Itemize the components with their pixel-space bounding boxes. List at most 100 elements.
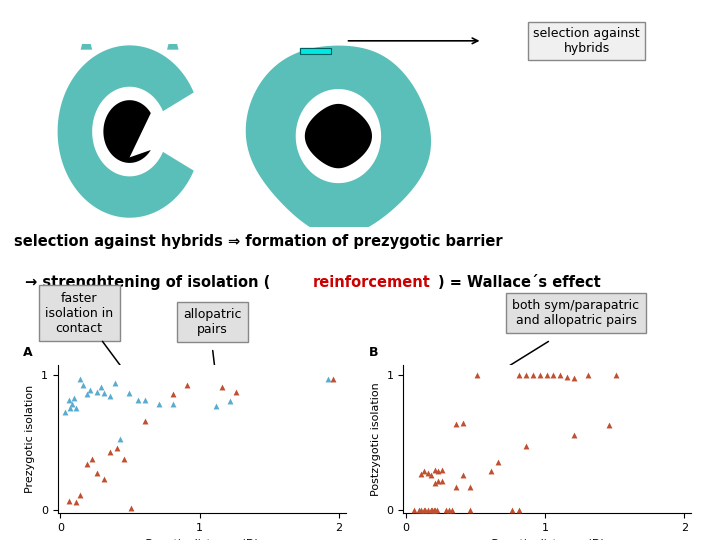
Point bbox=[70, 498, 81, 507]
Point bbox=[520, 441, 531, 450]
Point bbox=[464, 506, 476, 515]
Point bbox=[457, 418, 469, 427]
Point bbox=[418, 506, 430, 515]
Point bbox=[426, 506, 437, 515]
Polygon shape bbox=[104, 100, 150, 163]
Point bbox=[436, 465, 448, 474]
Point bbox=[123, 389, 135, 397]
Point bbox=[432, 476, 444, 485]
Point bbox=[582, 371, 594, 380]
Point bbox=[541, 371, 552, 380]
Point bbox=[520, 371, 531, 380]
Point bbox=[423, 506, 434, 515]
Point bbox=[216, 383, 228, 392]
Point bbox=[91, 468, 102, 477]
Point bbox=[66, 400, 77, 408]
Point bbox=[70, 403, 81, 412]
Point bbox=[63, 395, 74, 404]
Point bbox=[68, 394, 80, 403]
Point bbox=[132, 395, 144, 404]
Point bbox=[562, 373, 573, 381]
Text: faster
isolation in
contact: faster isolation in contact bbox=[45, 292, 113, 335]
X-axis label: Genetic distance (D): Genetic distance (D) bbox=[144, 538, 259, 540]
Point bbox=[104, 448, 116, 457]
Y-axis label: Prezygotic isolation: Prezygotic isolation bbox=[25, 384, 35, 493]
Point bbox=[81, 460, 93, 469]
Polygon shape bbox=[167, 44, 179, 50]
Point bbox=[603, 421, 615, 430]
Point bbox=[554, 371, 566, 380]
Point bbox=[534, 371, 545, 380]
Point bbox=[611, 371, 622, 380]
Point bbox=[74, 491, 86, 500]
Point bbox=[569, 374, 580, 382]
Point bbox=[569, 430, 580, 439]
Point bbox=[420, 506, 431, 515]
Point bbox=[415, 469, 427, 478]
Point bbox=[441, 506, 452, 515]
Polygon shape bbox=[300, 48, 331, 55]
Text: reinforcement: reinforcement bbox=[313, 275, 431, 289]
Text: → strenghtening of isolation (: → strenghtening of isolation ( bbox=[25, 275, 271, 289]
Point bbox=[444, 506, 455, 515]
Point bbox=[98, 389, 109, 397]
Point bbox=[429, 465, 441, 474]
Point bbox=[109, 379, 120, 388]
Point bbox=[415, 506, 427, 515]
Point bbox=[59, 407, 71, 416]
Point bbox=[408, 506, 420, 515]
Text: selection against
hybrids: selection against hybrids bbox=[534, 27, 640, 55]
Y-axis label: Postzygotic isolation: Postzygotic isolation bbox=[371, 382, 381, 496]
Point bbox=[423, 468, 434, 477]
Point bbox=[527, 371, 539, 380]
Text: A: A bbox=[23, 346, 32, 359]
Text: B: B bbox=[369, 346, 378, 359]
Polygon shape bbox=[305, 104, 372, 168]
Point bbox=[492, 457, 503, 466]
Point bbox=[328, 375, 339, 383]
Point bbox=[225, 396, 236, 405]
Point bbox=[450, 420, 462, 428]
Point bbox=[104, 391, 116, 400]
Point bbox=[125, 503, 137, 512]
Point bbox=[429, 479, 441, 488]
Point bbox=[210, 402, 222, 410]
Point bbox=[450, 483, 462, 491]
Point bbox=[432, 467, 444, 476]
Text: allopatric
pairs: allopatric pairs bbox=[183, 308, 242, 336]
Point bbox=[114, 434, 126, 443]
Point bbox=[471, 371, 482, 380]
Polygon shape bbox=[246, 45, 431, 236]
Text: selection against hybrids ⇒ formation of prezygotic barrier: selection against hybrids ⇒ formation of… bbox=[14, 234, 503, 249]
Point bbox=[140, 417, 151, 426]
Polygon shape bbox=[58, 45, 194, 218]
Point bbox=[64, 403, 76, 412]
Point bbox=[548, 371, 559, 380]
Point bbox=[513, 506, 524, 515]
Point bbox=[322, 375, 333, 383]
Point bbox=[119, 455, 130, 463]
Point bbox=[84, 386, 95, 394]
Text: both sym/parapatric
and allopatric pairs: both sym/parapatric and allopatric pairs bbox=[513, 299, 639, 327]
Text: ) = Wallace´s effect: ) = Wallace´s effect bbox=[438, 275, 600, 289]
Point bbox=[513, 371, 524, 380]
Point bbox=[230, 387, 241, 396]
Point bbox=[95, 383, 107, 392]
Polygon shape bbox=[81, 44, 92, 50]
Point bbox=[436, 476, 448, 485]
Point bbox=[140, 395, 151, 404]
Point bbox=[506, 506, 518, 515]
Point bbox=[446, 506, 458, 515]
Point bbox=[181, 380, 193, 389]
Point bbox=[485, 467, 497, 476]
Point bbox=[431, 506, 442, 515]
Point bbox=[77, 380, 89, 389]
Point bbox=[63, 497, 74, 505]
Point bbox=[153, 400, 165, 408]
Point bbox=[86, 455, 98, 463]
Point bbox=[81, 390, 93, 399]
Point bbox=[167, 390, 179, 399]
X-axis label: Genetic distance (D): Genetic distance (D) bbox=[490, 538, 605, 540]
Point bbox=[457, 471, 469, 480]
Point bbox=[428, 506, 440, 515]
